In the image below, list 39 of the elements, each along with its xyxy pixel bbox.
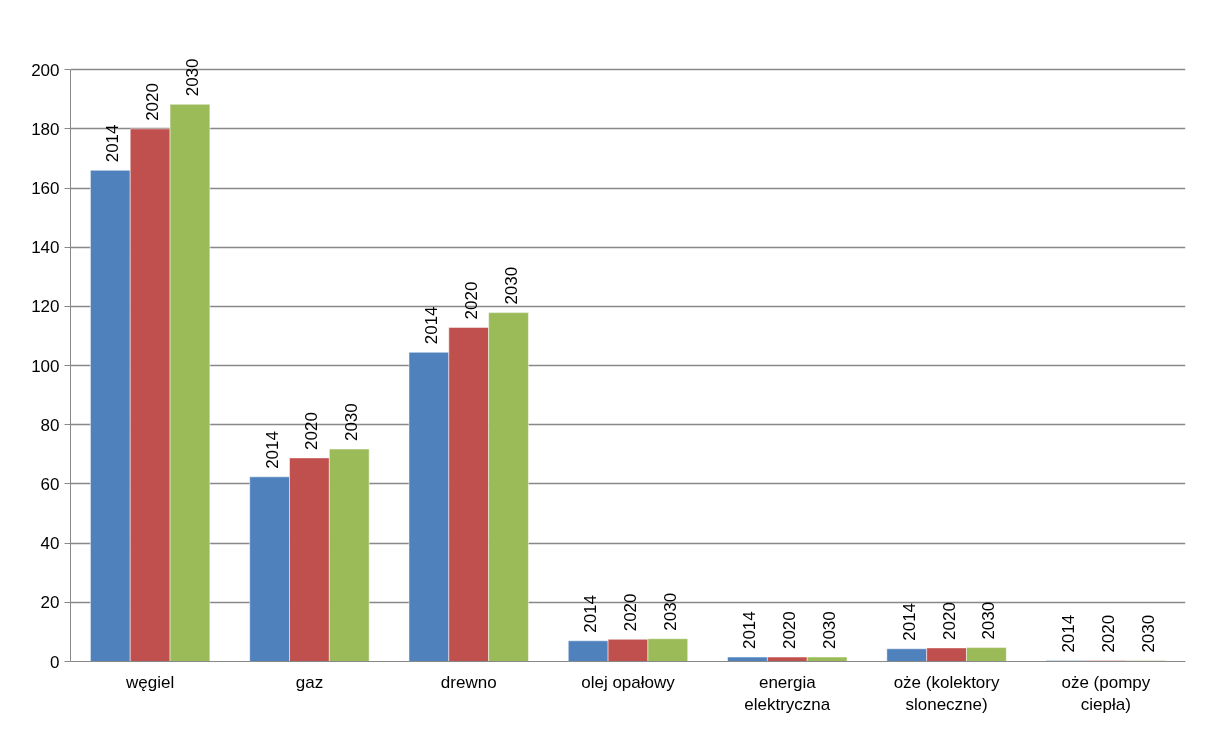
text: 2020 (1098, 614, 1118, 653)
text: 2014 (899, 602, 919, 641)
text: 2030 (182, 58, 202, 97)
text: 2014 (1059, 614, 1079, 653)
text: 2030 (342, 403, 362, 442)
text: 2030 (979, 601, 999, 640)
y-tick-label: 60 (40, 474, 60, 494)
text: 2020 (302, 412, 322, 450)
y-tick-label: 200 (31, 60, 60, 80)
x-tick-label: olej opałowy (581, 672, 676, 692)
text: 2014 (740, 611, 760, 650)
x-tick-label: oże (kolektory sloneczne) (893, 672, 1000, 715)
text: 2020 (621, 593, 640, 632)
text: 2020 (939, 602, 959, 640)
text: 2030 (660, 592, 680, 631)
text: 2020 (143, 83, 163, 121)
y-tick-label: 100 (31, 356, 60, 376)
x-tick-label: oże (pompy ciepła) (1061, 672, 1151, 715)
y-tick-label: 120 (31, 297, 60, 317)
y-tick-label: 0 (50, 652, 60, 672)
y-tick-label: 140 (31, 238, 60, 258)
text: 2020 (461, 281, 481, 320)
text: 2020 (780, 611, 800, 650)
y-tick-label: 20 (40, 593, 60, 613)
text: 2030 (1138, 614, 1158, 653)
y-tick-label: 180 (31, 119, 60, 139)
y-tick-label: 40 (40, 534, 60, 554)
text: 2014 (103, 124, 123, 163)
text: 2014 (581, 594, 601, 633)
x-tick-label: energia elektryczna (744, 672, 831, 715)
x-tick-label: węgiel (125, 672, 175, 692)
text: 2014 (262, 431, 282, 469)
text: 2014 (421, 306, 441, 345)
y-tick-label: 160 (31, 179, 60, 199)
text: 2030 (501, 266, 521, 305)
x-tick-label: gaz (295, 672, 324, 692)
text: 2030 (820, 611, 840, 650)
x-tick-label: drewno (440, 672, 497, 692)
y-tick-label: 80 (40, 415, 60, 435)
